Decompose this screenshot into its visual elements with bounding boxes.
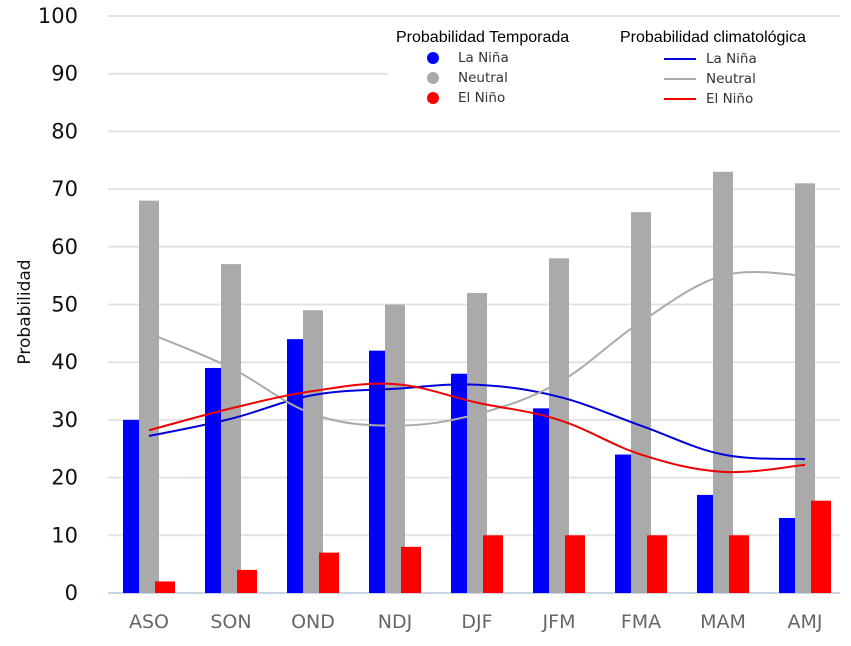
y-tick-label: 40: [51, 350, 78, 374]
x-axis-ticks: ASO SON OND NDJ DJF JFM FMA MAM AMJ: [129, 611, 823, 633]
bar-el-nino-ndj: [401, 546, 421, 593]
legend-background: [388, 20, 840, 114]
bar-neutral-djf: [467, 292, 487, 593]
climatology-line-neutral: [148, 270, 806, 427]
bar-neutral-amj: [795, 183, 815, 593]
bar-la-nina-fma: [615, 454, 632, 593]
legend: Probabilidad Temporada Probabilidad clim…: [388, 20, 840, 114]
legend-item-neutral-line: Neutral: [706, 71, 756, 87]
x-tick-label: MAM: [700, 611, 746, 633]
legend-item-el-nino-bar: El Niño: [458, 90, 505, 106]
legend-marker-el-nino-dot: [427, 92, 439, 104]
y-tick-label: 50: [51, 293, 78, 317]
x-tick-label: NDJ: [378, 611, 412, 633]
legend-item-la-nina-bar: La Niña: [458, 50, 509, 66]
bar-neutral-fma: [631, 212, 651, 593]
legend-marker-neutral-dot: [427, 72, 439, 84]
legend-item-el-nino-line: El Niño: [706, 91, 753, 107]
bar-neutral-mam: [713, 171, 733, 594]
climatology-line-la-nina: [148, 383, 806, 461]
bar-neutral-aso: [139, 200, 159, 593]
x-tick-label: SON: [210, 611, 251, 633]
legend-item-neutral-bar: Neutral: [458, 70, 508, 86]
bar-el-nino-jfm: [565, 535, 585, 593]
bar-el-nino-son: [237, 569, 257, 593]
bar-la-nina-ond: [287, 339, 304, 593]
y-axis-label: Probabilidad: [15, 259, 35, 364]
bar-la-nina-son: [205, 367, 222, 593]
bar-la-nina-djf: [451, 373, 468, 593]
x-tick-label: ASO: [129, 611, 169, 633]
x-tick-label: FMA: [621, 611, 661, 633]
x-tick-label: OND: [291, 611, 335, 633]
y-tick-label: 60: [51, 235, 78, 259]
bars: [123, 171, 831, 594]
y-tick-label: 10: [51, 523, 78, 547]
bar-la-nina-jfm: [533, 408, 550, 593]
climatology-lines: [148, 270, 806, 474]
y-tick-label: 30: [51, 408, 78, 432]
y-tick-label: 70: [51, 177, 78, 201]
legend-title-seasonal: Probabilidad Temporada: [396, 29, 569, 46]
y-tick-label: 80: [51, 119, 78, 143]
climatology-line-el-nino: [148, 382, 806, 474]
bar-el-nino-fma: [647, 535, 667, 593]
bar-la-nina-aso: [123, 419, 140, 593]
x-tick-label: JFM: [542, 611, 576, 633]
bar-el-nino-mam: [729, 535, 749, 593]
bar-neutral-son: [221, 264, 241, 593]
y-tick-label: 20: [51, 466, 78, 490]
bar-el-nino-djf: [483, 535, 503, 593]
legend-marker-la-nina-dot: [427, 52, 439, 64]
legend-item-la-nina-line: La Niña: [706, 51, 757, 67]
bar-la-nina-amj: [779, 517, 796, 593]
y-axis-ticks: 0 10 20 30 40 50 60 70 80 90 100: [38, 4, 78, 605]
bar-la-nina-ndj: [369, 350, 386, 593]
bar-neutral-ndj: [385, 304, 405, 593]
legend-title-climatological: Probabilidad climatológica: [620, 29, 806, 46]
bar-el-nino-amj: [811, 500, 831, 593]
y-tick-label: 0: [65, 581, 78, 605]
y-tick-label: 90: [51, 62, 78, 86]
bar-la-nina-mam: [697, 494, 714, 593]
bar-el-nino-ond: [319, 552, 339, 593]
bar-neutral-jfm: [549, 258, 569, 593]
x-tick-label: DJF: [461, 611, 492, 633]
y-tick-label: 100: [38, 4, 78, 28]
bar-el-nino-aso: [155, 581, 175, 593]
bar-neutral-ond: [303, 310, 323, 593]
x-tick-label: AMJ: [788, 611, 823, 633]
